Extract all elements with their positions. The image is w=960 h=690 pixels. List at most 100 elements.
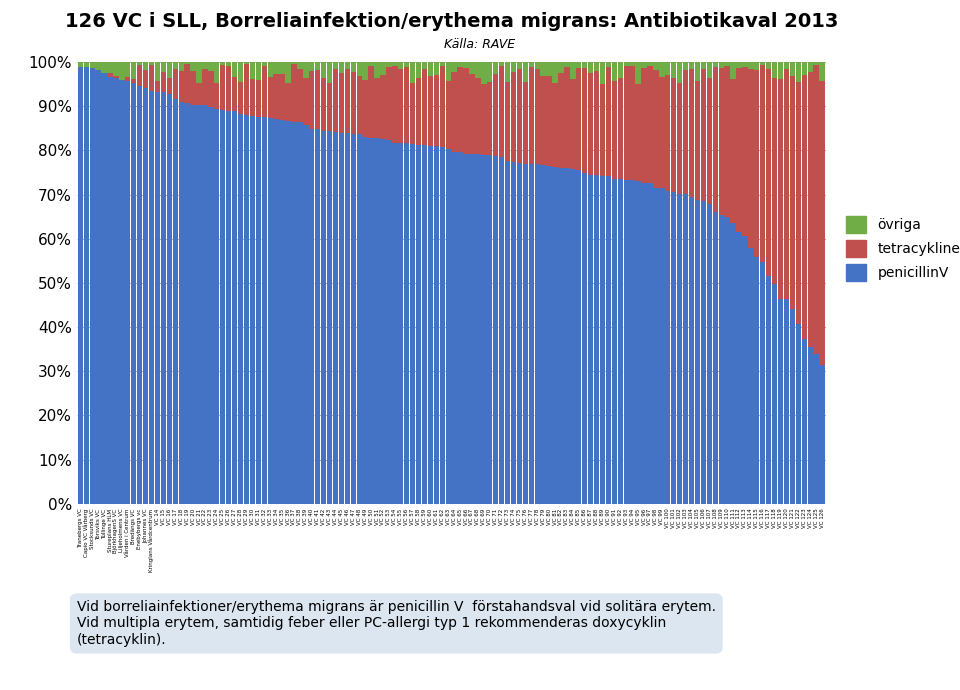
- Bar: [410, 83, 416, 144]
- Bar: [570, 62, 575, 79]
- Bar: [731, 79, 735, 224]
- Bar: [559, 62, 564, 73]
- Bar: [665, 190, 670, 504]
- Bar: [445, 62, 451, 81]
- Bar: [802, 75, 807, 339]
- Bar: [285, 62, 291, 83]
- Bar: [244, 62, 250, 64]
- Bar: [499, 62, 504, 66]
- Bar: [339, 132, 344, 504]
- Bar: [268, 77, 273, 119]
- Bar: [89, 62, 95, 68]
- Bar: [725, 66, 730, 217]
- Bar: [309, 62, 315, 71]
- Text: Vid borreliainfektioner/erythema migrans är penicillin V  förstahandsval vid sol: Vid borreliainfektioner/erythema migrans…: [77, 600, 716, 647]
- Bar: [113, 77, 119, 79]
- Bar: [125, 62, 131, 77]
- Bar: [612, 62, 617, 81]
- Bar: [386, 62, 392, 67]
- Bar: [369, 66, 373, 137]
- Bar: [255, 81, 261, 117]
- Bar: [630, 66, 635, 180]
- Bar: [451, 152, 457, 504]
- Bar: [268, 119, 273, 504]
- Bar: [108, 77, 112, 504]
- Bar: [333, 69, 338, 132]
- Bar: [374, 138, 380, 504]
- Bar: [179, 101, 184, 504]
- Bar: [493, 75, 498, 156]
- Bar: [707, 204, 712, 504]
- Bar: [760, 262, 765, 504]
- Bar: [274, 119, 278, 504]
- Bar: [766, 70, 771, 276]
- Bar: [612, 81, 617, 179]
- Bar: [665, 75, 670, 190]
- Bar: [315, 129, 321, 504]
- Bar: [179, 62, 184, 71]
- Bar: [132, 62, 136, 79]
- Bar: [630, 180, 635, 504]
- Bar: [641, 62, 647, 68]
- Bar: [505, 83, 510, 161]
- Bar: [660, 188, 664, 504]
- Bar: [677, 194, 683, 504]
- Bar: [238, 62, 243, 81]
- Bar: [445, 149, 451, 504]
- Bar: [333, 62, 338, 69]
- Bar: [718, 68, 724, 215]
- Bar: [772, 77, 778, 284]
- Bar: [119, 80, 125, 504]
- Bar: [125, 77, 131, 81]
- Bar: [339, 73, 344, 132]
- Bar: [345, 62, 350, 69]
- Bar: [546, 62, 552, 75]
- Bar: [540, 165, 546, 504]
- Bar: [440, 62, 445, 66]
- Bar: [546, 166, 552, 504]
- Bar: [226, 66, 231, 111]
- Bar: [813, 354, 819, 504]
- Bar: [499, 157, 504, 504]
- Bar: [434, 146, 439, 504]
- Bar: [624, 66, 629, 180]
- Bar: [309, 71, 315, 129]
- Bar: [298, 122, 302, 504]
- Bar: [790, 77, 795, 310]
- Bar: [410, 144, 416, 504]
- Bar: [262, 66, 267, 117]
- Bar: [167, 78, 172, 95]
- Bar: [386, 140, 392, 504]
- Bar: [624, 62, 629, 66]
- Bar: [303, 125, 308, 504]
- Bar: [268, 62, 273, 77]
- Bar: [464, 68, 468, 153]
- Bar: [345, 133, 350, 504]
- Bar: [339, 62, 344, 73]
- Bar: [404, 62, 409, 68]
- Bar: [137, 65, 142, 86]
- Bar: [487, 155, 492, 504]
- Bar: [653, 188, 659, 504]
- Bar: [736, 68, 742, 232]
- Bar: [606, 62, 612, 67]
- Bar: [807, 347, 813, 504]
- Bar: [807, 72, 813, 347]
- Bar: [363, 79, 368, 137]
- Bar: [102, 73, 107, 504]
- Bar: [647, 62, 653, 66]
- Bar: [321, 78, 326, 130]
- Bar: [570, 79, 575, 168]
- Bar: [529, 67, 534, 164]
- Bar: [363, 137, 368, 504]
- Bar: [766, 62, 771, 70]
- Bar: [160, 92, 166, 504]
- Bar: [226, 111, 231, 504]
- Bar: [190, 62, 196, 72]
- Bar: [695, 200, 700, 504]
- Bar: [244, 64, 250, 115]
- Bar: [636, 83, 640, 181]
- Bar: [398, 69, 403, 143]
- Bar: [493, 156, 498, 504]
- Bar: [285, 83, 291, 121]
